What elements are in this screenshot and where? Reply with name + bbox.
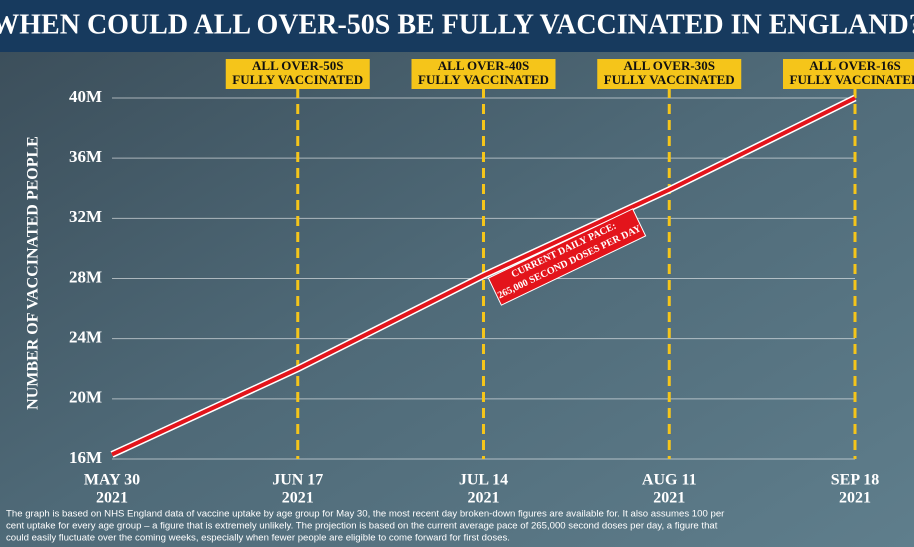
y-tick-label: 20M: [69, 388, 102, 407]
annotation-box: [597, 59, 742, 89]
y-tick-label: 32M: [69, 207, 102, 226]
annotation-box: [411, 59, 556, 89]
footnote: The graph is based on NHS England data o…: [6, 509, 725, 520]
x-tick-label: SEP 18: [831, 472, 879, 489]
annotation-text: FULLY VACCINATED: [418, 72, 549, 87]
x-tick-label: JUN 17: [272, 472, 323, 489]
annotation-text: ALL OVER-30S: [624, 58, 715, 73]
title-bar: [0, 0, 914, 52]
annotation-text: ALL OVER-16S: [809, 58, 900, 73]
y-tick-label: 40M: [69, 87, 102, 106]
x-tick-label: AUG 11: [642, 472, 697, 489]
line: [111, 96, 856, 457]
footnote: could easily fluctuate over the coming w…: [6, 533, 510, 544]
footnote: cent uptake for every age group – a figu…: [6, 521, 718, 532]
line-label-box: [487, 208, 647, 306]
x-tick-label: 2021: [839, 490, 871, 507]
x-tick-label: JUL 14: [459, 472, 508, 489]
annotation-text: FULLY VACCINATED: [232, 72, 363, 87]
x-tick-label: 2021: [282, 490, 314, 507]
annotation-text: FULLY VACCINATED: [604, 72, 735, 87]
chart-title: WHEN COULD ALL OVER-50S BE FULLY VACCINA…: [0, 9, 914, 40]
annotation-box: [225, 59, 370, 89]
x-tick-label: 2021: [468, 490, 500, 507]
annotation-text: ALL OVER-50S: [252, 58, 343, 73]
y-axis-label: NUMBER OF VACCINATED PEOPLE: [25, 136, 42, 410]
annotation-text: ALL OVER-40S: [438, 58, 529, 73]
annotation-text: FULLY VACCINATED: [790, 72, 914, 87]
annotation-box: [783, 59, 914, 89]
x-tick-label: 2021: [96, 490, 128, 507]
y-tick-label: 16M: [69, 448, 102, 467]
x-tick-label: MAY 30: [84, 472, 140, 489]
y-tick-label: 36M: [69, 147, 102, 166]
x-tick-label: 2021: [653, 490, 685, 507]
y-tick-label: 28M: [69, 267, 102, 286]
y-tick-label: 24M: [69, 328, 102, 347]
